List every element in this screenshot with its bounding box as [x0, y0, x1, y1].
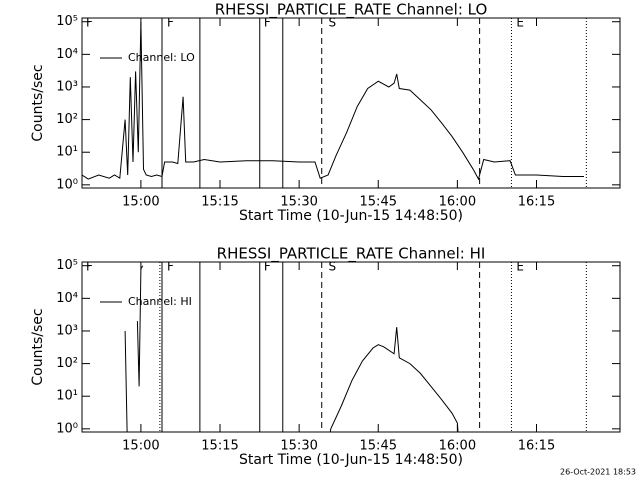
plot-frame	[81, 17, 621, 189]
y-tick-label: 10⁴	[56, 291, 78, 306]
y-tick-label: 10⁵	[56, 258, 78, 273]
x-tick-label: 15:45	[360, 195, 397, 210]
x-tick-label: 16:15	[518, 439, 555, 454]
y-tick-label: 10²	[56, 112, 78, 127]
y-tick-label: 10⁴	[56, 47, 78, 62]
y-tick-label: 10³	[56, 323, 78, 338]
y-tick-label: 10²	[56, 356, 78, 371]
flag-label: E	[516, 16, 524, 30]
x-tick-label: 15:30	[280, 195, 317, 210]
x-tick-label: 16:00	[439, 439, 476, 454]
timestamp: 26-Oct-2021 18:53	[560, 468, 636, 477]
flag-label: F	[86, 260, 93, 274]
y-tick-label: 10⁵	[56, 14, 78, 29]
x-axis-label: Start Time (10-Jun-15 14:48:50)	[239, 452, 463, 468]
chart-title: RHESSI_PARTICLE_RATE Channel: LO	[215, 1, 488, 20]
flag-label: F	[264, 260, 271, 274]
x-axis-label: Start Time (10-Jun-15 14:48:50)	[239, 208, 463, 224]
series-line	[124, 265, 459, 432]
y-tick-label: 10¹	[56, 389, 78, 404]
chart-title: RHESSI_PARTICLE_RATE Channel: HI	[217, 245, 486, 264]
y-axis-label: Counts/sec	[30, 64, 46, 141]
legend-label: Channel: LO	[128, 51, 195, 64]
y-tick-label: 10⁰	[56, 177, 78, 192]
flag-label: E	[516, 260, 524, 274]
x-tick-label: 15:30	[280, 439, 317, 454]
flag-label: S	[328, 16, 336, 30]
y-tick-label: 10⁰	[56, 421, 78, 436]
y-tick-label: 10³	[56, 79, 78, 94]
y-axis-label: Counts/sec	[30, 308, 46, 385]
x-tick-label: 15:15	[201, 439, 238, 454]
series-line	[82, 21, 584, 181]
x-tick-label: 15:45	[360, 439, 397, 454]
x-tick-label: 15:00	[122, 439, 159, 454]
flag-label: F	[167, 16, 174, 30]
flag-label: F	[86, 16, 93, 30]
flag-label: F	[167, 260, 174, 274]
x-tick-label: 16:00	[439, 195, 476, 210]
x-tick-label: 15:00	[122, 195, 159, 210]
x-tick-label: 15:15	[201, 195, 238, 210]
flag-label: S	[328, 260, 336, 274]
y-tick-label: 10¹	[56, 145, 78, 160]
plot-frame	[81, 261, 621, 433]
flag-label: F	[264, 16, 271, 30]
legend-label: Channel: HI	[128, 295, 192, 308]
x-tick-label: 16:15	[518, 195, 555, 210]
